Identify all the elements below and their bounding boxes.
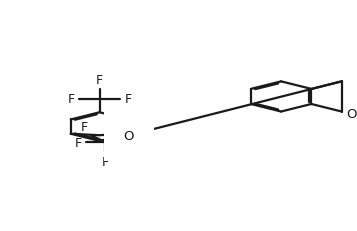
Text: F: F	[125, 93, 132, 106]
Text: F: F	[96, 73, 103, 86]
Text: F: F	[102, 155, 109, 168]
Text: O: O	[124, 129, 134, 142]
Text: F: F	[81, 120, 88, 133]
Text: O: O	[346, 107, 356, 120]
Text: O: O	[0, 230, 1, 231]
Text: F: F	[74, 136, 81, 149]
Text: F: F	[67, 93, 74, 106]
